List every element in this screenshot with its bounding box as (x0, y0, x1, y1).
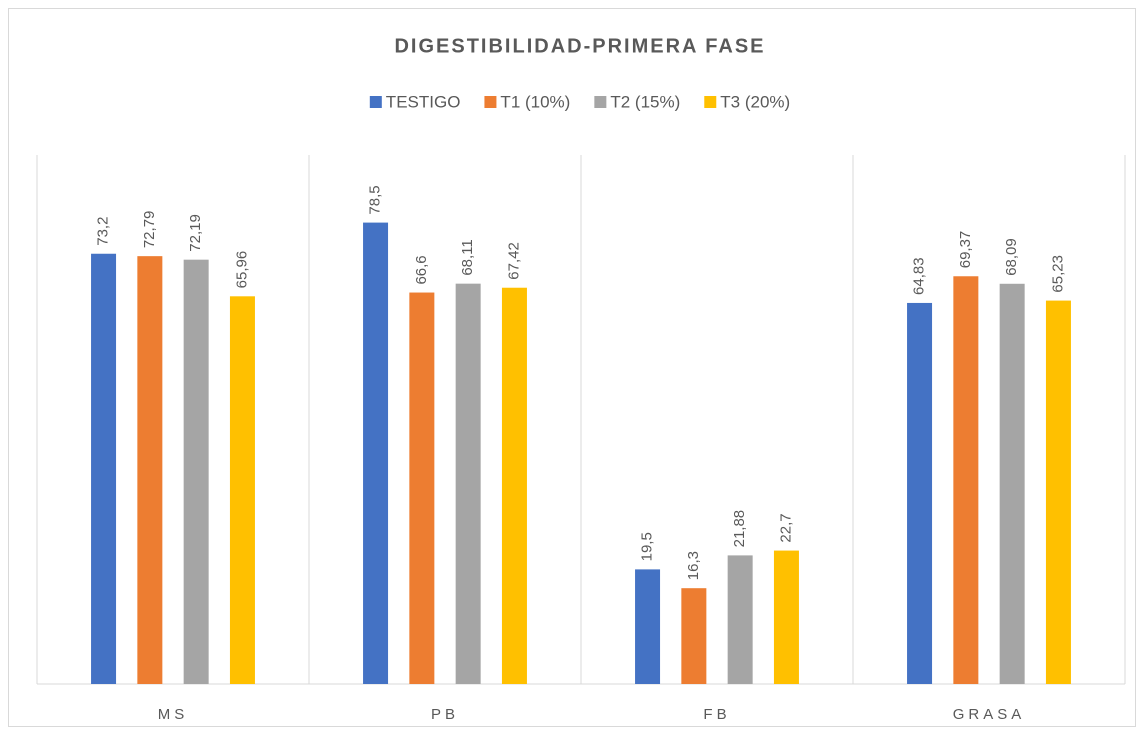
chart-title: DIGESTIBILIDAD-PRIMERA FASE (394, 35, 765, 57)
data-label: 21,88 (731, 510, 748, 548)
legend-swatch (484, 96, 497, 108)
legend: TESTIGO T1 (10%) T2 (15%) T3 (20%) (369, 92, 790, 111)
bar (773, 550, 799, 684)
bar (501, 287, 527, 684)
x-tick-label: MS (158, 706, 189, 723)
legend-swatch (704, 96, 717, 108)
data-label: 65,96 (233, 251, 250, 289)
bar (727, 555, 753, 684)
data-label: 65,23 (1049, 255, 1066, 293)
legend-swatch (369, 96, 382, 108)
data-label: 69,37 (957, 231, 974, 269)
bar (363, 222, 389, 684)
data-label: 72,19 (187, 214, 204, 252)
legend-label: T3 (20%) (720, 92, 790, 111)
legend-item: T3 (20%) (704, 92, 790, 111)
bar (999, 283, 1025, 684)
legend-label: T2 (15%) (610, 92, 680, 111)
data-label: 64,83 (911, 257, 928, 295)
bar (1045, 300, 1071, 684)
legend-swatch (594, 96, 607, 108)
bar (229, 296, 255, 684)
legend-item: T1 (10%) (484, 92, 570, 111)
data-label: 19,5 (639, 532, 656, 561)
bar (183, 259, 209, 684)
bar (953, 276, 979, 684)
legend-item: T2 (15%) (594, 92, 680, 111)
data-label: 67,42 (505, 242, 522, 280)
data-label: 16,3 (685, 551, 702, 580)
bar (137, 256, 163, 684)
data-label: 68,09 (1003, 238, 1020, 276)
bar (91, 253, 117, 684)
legend-item: TESTIGO (369, 92, 461, 111)
bar (681, 588, 707, 684)
bar (635, 569, 661, 684)
data-label: 78,5 (367, 185, 384, 214)
data-label: 68,11 (459, 239, 476, 275)
bar (455, 283, 481, 684)
x-tick-label: PB (431, 706, 459, 723)
x-tick-label: GRASA (953, 706, 1026, 723)
bar (409, 292, 435, 684)
legend-label: TESTIGO (386, 92, 461, 111)
x-tick-label: FB (703, 706, 730, 723)
data-label: 66,6 (413, 255, 430, 284)
legend-label: T1 (10%) (500, 92, 570, 111)
data-label: 73,2 (95, 217, 112, 246)
data-label: 72,79 (141, 211, 158, 249)
bar (907, 302, 933, 684)
data-label: 22,7 (777, 513, 794, 542)
